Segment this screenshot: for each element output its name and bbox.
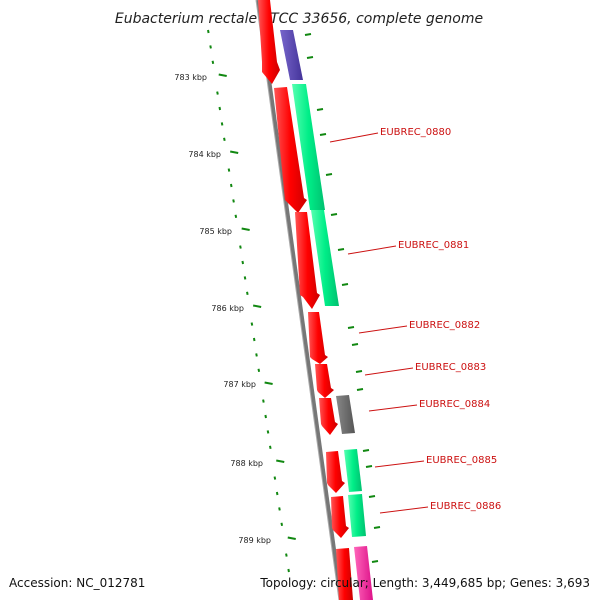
scale-label-787: 787 kbp <box>223 380 256 389</box>
accession-text: Accession: NC_012781 <box>9 576 145 590</box>
gene-feature[interactable] <box>336 548 353 600</box>
gene-feature[interactable] <box>331 496 349 538</box>
minor-tick <box>264 414 267 419</box>
gc-ticks <box>304 33 381 563</box>
gene-label-eubrec-0884[interactable]: EUBREC_0884 <box>419 399 490 410</box>
gene-feature-purple[interactable] <box>280 30 303 80</box>
major-tick <box>287 536 296 540</box>
gene-feature[interactable] <box>315 364 334 398</box>
gc-tick <box>319 133 327 136</box>
gc-tick <box>341 283 349 286</box>
minor-tick <box>229 183 233 188</box>
major-tick <box>218 73 227 77</box>
minor-tick <box>285 553 288 557</box>
gc-tick <box>316 108 324 111</box>
gc-tick <box>325 173 333 176</box>
gene-feature[interactable] <box>308 312 328 364</box>
minor-tick <box>273 476 277 480</box>
gene-feature-teal[interactable] <box>348 494 366 537</box>
minor-tick <box>223 137 226 141</box>
minor-tick <box>211 60 215 64</box>
minor-tick <box>269 445 272 449</box>
minor-tick <box>216 91 219 95</box>
genome-summary-text: Topology: circular; Length: 3,449,685 bp… <box>259 576 590 590</box>
minor-tick <box>232 199 235 203</box>
scale-label-785: 785 kbp <box>199 227 232 236</box>
genome-backbone <box>255 0 343 600</box>
scale-label-788: 788 kbp <box>230 459 263 468</box>
minor-tick <box>241 260 245 265</box>
map-title: Eubacterium rectale ATCC 33656, complete… <box>115 11 483 27</box>
gene-feature-gray[interactable] <box>336 395 355 434</box>
minor-tick <box>209 45 212 49</box>
minor-tick <box>266 430 270 434</box>
gc-tick <box>362 449 370 452</box>
major-tick <box>230 150 239 154</box>
scale-label-784: 784 kbp <box>188 150 221 159</box>
minor-tick <box>246 291 249 295</box>
scale-label-786: 786 kbp <box>211 304 244 313</box>
gc-tick <box>347 326 355 329</box>
minor-tick <box>207 29 210 34</box>
minor-tick <box>220 122 224 126</box>
gene-feature-pink[interactable] <box>354 546 373 600</box>
minor-tick <box>257 368 261 372</box>
gc-tick <box>306 56 314 59</box>
minor-tick <box>218 106 222 111</box>
gene-label-eubrec-0880[interactable]: EUBREC_0880 <box>380 127 451 138</box>
gc-tick <box>304 33 312 36</box>
gene-feature[interactable] <box>258 0 280 84</box>
gc-tick <box>368 495 376 498</box>
minor-tick <box>252 337 256 342</box>
minor-tick <box>227 168 231 172</box>
gene-label-eubrec-0882[interactable]: EUBREC_0882 <box>409 320 480 331</box>
gene-feature-teal[interactable] <box>344 449 362 492</box>
gc-tick <box>365 465 373 468</box>
minor-tick <box>255 353 258 357</box>
minor-tick <box>243 276 247 280</box>
gene-feature[interactable] <box>295 212 320 309</box>
minor-tick <box>262 399 265 403</box>
gene-label-eubrec-0885[interactable]: EUBREC_0885 <box>426 455 497 466</box>
gc-tick <box>337 248 345 251</box>
minor-tick <box>287 568 290 573</box>
scale-label-789: 789 kbp <box>238 536 271 545</box>
gc-tick <box>371 560 379 563</box>
major-tick <box>276 459 285 463</box>
gene-feature[interactable] <box>274 87 307 213</box>
gene-feature[interactable] <box>319 398 338 435</box>
minor-tick <box>239 245 242 249</box>
gene-label-eubrec-0881[interactable]: EUBREC_0881 <box>398 240 469 251</box>
minor-tick <box>275 491 279 496</box>
gc-tick <box>351 343 359 346</box>
gc-tick <box>355 370 363 373</box>
scale-ticks <box>207 29 296 573</box>
feature-track <box>280 30 373 600</box>
gene-label-eubrec-0883[interactable]: EUBREC_0883 <box>415 362 486 373</box>
scale-label-783: 783 kbp <box>174 73 207 82</box>
major-tick <box>264 381 273 385</box>
minor-tick <box>250 322 254 326</box>
gc-tick <box>373 526 381 529</box>
major-tick <box>241 227 250 231</box>
gene-feature-teal[interactable] <box>292 84 325 210</box>
gc-tick <box>356 388 364 391</box>
gene-feature-teal[interactable] <box>311 210 339 306</box>
minor-tick <box>280 522 284 526</box>
minor-tick <box>278 507 281 511</box>
gene-label-eubrec-0886[interactable]: EUBREC_0886 <box>430 501 501 512</box>
label-connectors <box>329 132 429 514</box>
major-tick <box>252 304 262 308</box>
gc-tick <box>330 213 338 216</box>
cds-track <box>258 0 353 600</box>
gene-feature[interactable] <box>326 451 345 493</box>
minor-tick <box>234 214 238 218</box>
